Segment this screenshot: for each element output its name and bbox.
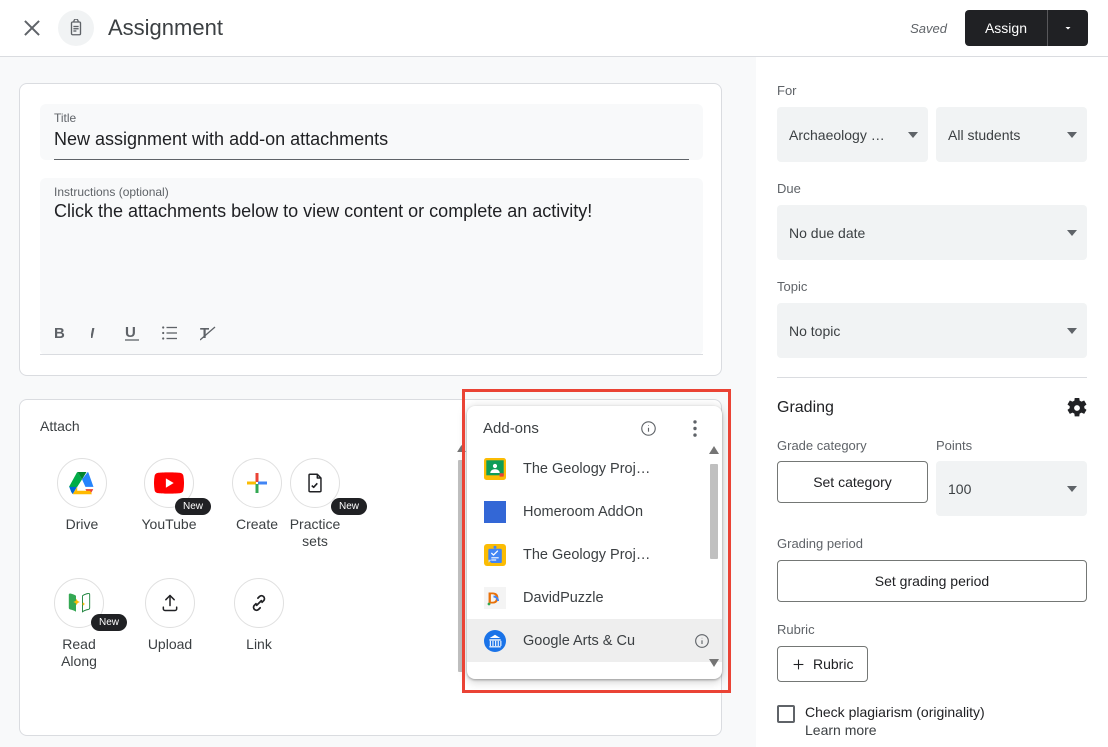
svg-text:U: U [125, 325, 136, 341]
svg-text:B: B [54, 325, 65, 341]
svg-text:I: I [91, 325, 95, 341]
